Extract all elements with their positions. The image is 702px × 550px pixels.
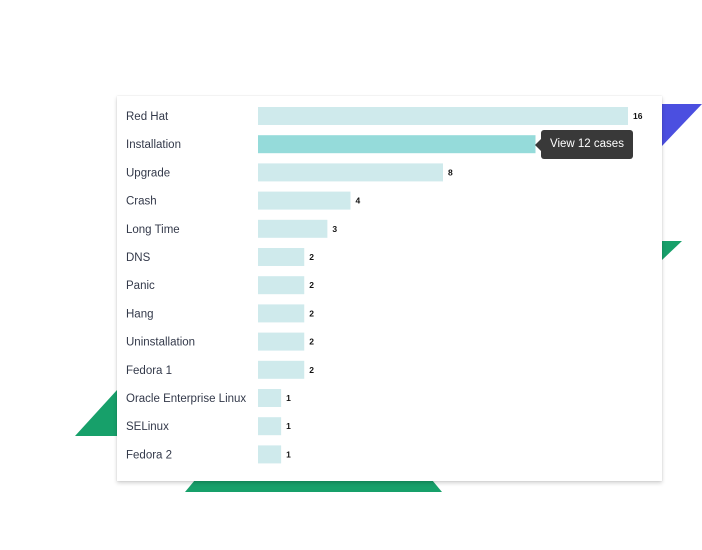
value-label: 2 bbox=[309, 280, 314, 290]
value-label: 2 bbox=[309, 252, 314, 262]
category-label: Uninstallation bbox=[126, 337, 195, 349]
bar[interactable] bbox=[258, 389, 282, 407]
category-label: Upgrade bbox=[126, 167, 170, 179]
chart-card: Red Hat 16 Installation Upgrade 8 Crash 4 Long … bbox=[117, 96, 662, 481]
decorative-green-triangle-right bbox=[660, 241, 682, 260]
value-label: 1 bbox=[286, 421, 291, 431]
value-label: 1 bbox=[286, 449, 291, 459]
category-label: Hang bbox=[126, 308, 154, 320]
value-label: 2 bbox=[309, 337, 314, 347]
decorative-blue-triangle bbox=[660, 104, 702, 146]
category-label: Long Time bbox=[126, 224, 180, 236]
category-label: Installation bbox=[126, 139, 181, 151]
bar[interactable] bbox=[258, 417, 282, 436]
decorative-green-band bbox=[185, 480, 442, 492]
bar[interactable] bbox=[258, 107, 628, 125]
value-label: 4 bbox=[356, 196, 361, 206]
category-label: Oracle Enterprise Linux bbox=[126, 393, 246, 405]
bar[interactable] bbox=[258, 304, 305, 323]
decorative-green-triangle-left bbox=[75, 390, 117, 436]
value-label: 2 bbox=[309, 308, 314, 318]
value-label: 1 bbox=[286, 393, 291, 403]
category-label: Red Hat bbox=[126, 111, 169, 123]
value-label: 16 bbox=[633, 111, 643, 121]
tooltip-text: View 12 cases bbox=[550, 138, 624, 150]
category-label: Panic bbox=[126, 280, 155, 292]
value-label: 8 bbox=[448, 167, 453, 177]
category-label: Crash bbox=[126, 196, 157, 208]
value-label: 2 bbox=[309, 365, 314, 375]
category-label: SELinux bbox=[126, 421, 169, 433]
category-label: Fedora 1 bbox=[126, 365, 172, 377]
category-label: Fedora 2 bbox=[126, 449, 172, 461]
bar[interactable] bbox=[258, 135, 536, 154]
bar[interactable] bbox=[258, 360, 305, 379]
bar-chart: Red Hat 16 Installation Upgrade 8 Crash 4 Long … bbox=[126, 107, 643, 464]
bar[interactable] bbox=[258, 332, 305, 351]
bar[interactable] bbox=[258, 248, 305, 266]
bar[interactable] bbox=[258, 445, 282, 464]
bar[interactable] bbox=[258, 219, 328, 238]
bar[interactable] bbox=[258, 191, 351, 210]
bar[interactable] bbox=[258, 276, 305, 295]
bar[interactable] bbox=[258, 163, 443, 182]
category-label: DNS bbox=[126, 252, 151, 264]
bar-tooltip: View 12 cases bbox=[535, 130, 633, 159]
value-label: 3 bbox=[332, 224, 337, 234]
